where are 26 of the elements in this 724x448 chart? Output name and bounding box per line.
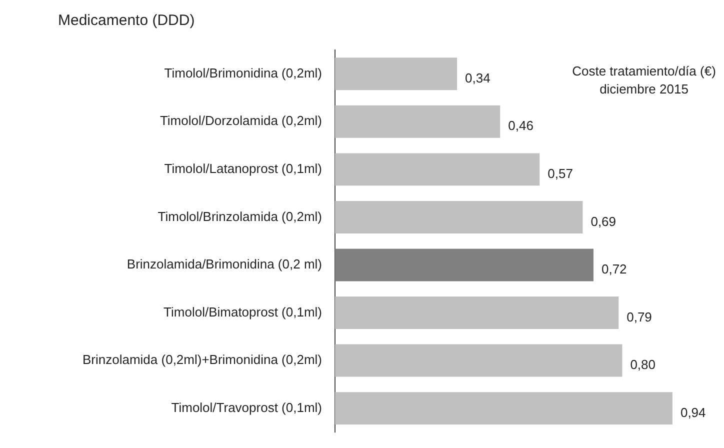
bar: [335, 153, 540, 186]
y-tick-label: Timolol/Dorzolamida (0,2ml): [160, 113, 322, 128]
data-label: 0,79: [626, 309, 652, 324]
bar: [335, 392, 672, 425]
y-tick-label: Brinzolamida (0,2ml)+Brimonidina (0,2ml): [82, 352, 322, 368]
data-label: 0,57: [548, 166, 573, 182]
bar: [335, 105, 500, 138]
data-label: 0,34: [465, 70, 490, 86]
bar: [335, 200, 583, 234]
bar: [335, 58, 458, 90]
y-tick-label: Timolol/Latanoprost (0,1ml): [164, 161, 322, 176]
y-tick-label: Brinzolamida/Brimonidina (0,2 ml): [126, 256, 322, 272]
y-tick-label: Timolol/Brimonidina (0,2ml): [164, 65, 322, 80]
data-label: 0,69: [590, 214, 616, 229]
y-axis-title: Medicamento (DDD): [58, 12, 195, 29]
bar: [335, 344, 622, 377]
data-label: 0,94: [680, 404, 706, 420]
data-label: 0,80: [630, 357, 656, 372]
y-tick-label: Timolol/Brinzolamida (0,2ml): [158, 208, 322, 224]
y-tick-label: Timolol/Travoprost (0,1ml): [171, 400, 322, 415]
data-label: 0,46: [508, 118, 534, 134]
bar: [335, 296, 619, 330]
bar: [335, 248, 594, 282]
annotation: Coste tratamiento/día (€) diciembre 2015: [572, 64, 716, 97]
data-label: 0,72: [601, 262, 627, 277]
y-tick-label: Timolol/Bimatoprost (0,1ml): [164, 304, 322, 320]
